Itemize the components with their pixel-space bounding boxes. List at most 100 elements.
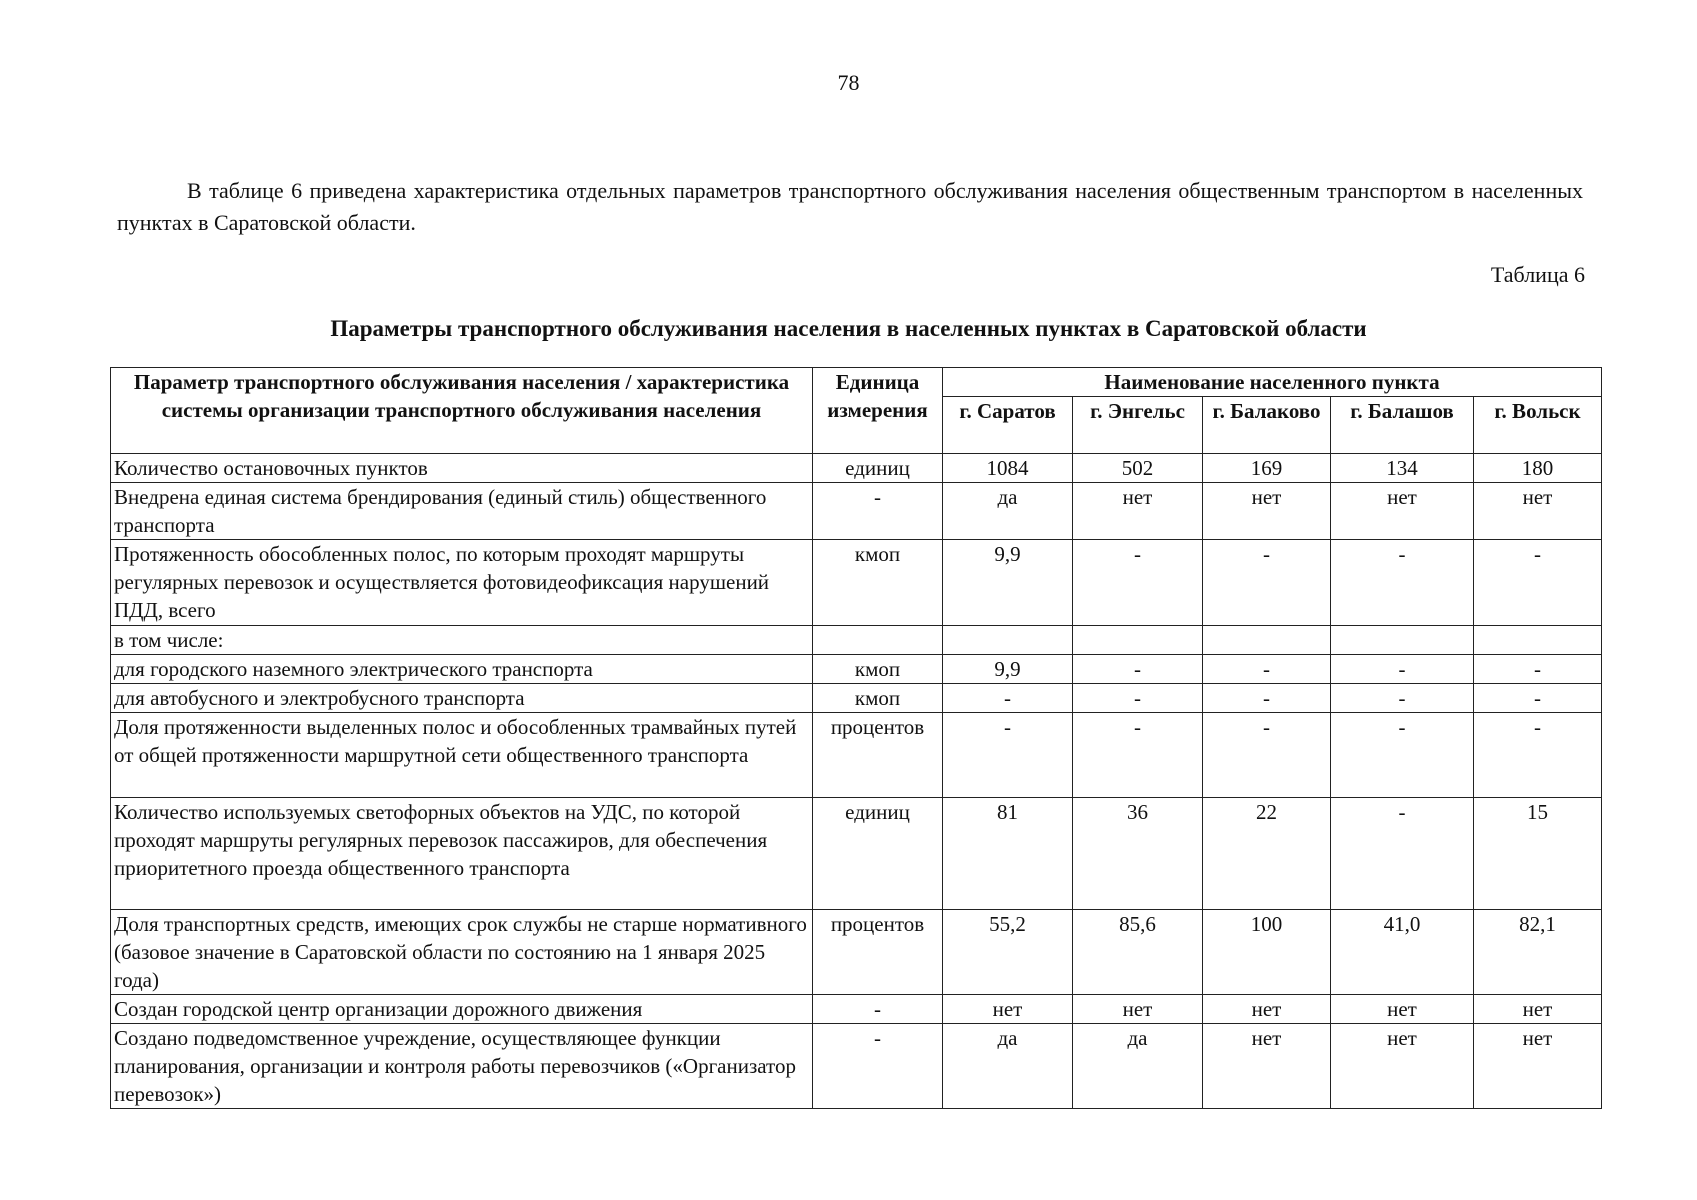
value-cell: 180 <box>1473 453 1602 483</box>
value-cell: 9,9 <box>942 539 1073 626</box>
parameter-cell: Создано подведомственное учреждение, осу… <box>110 1023 813 1109</box>
value-cell: нет <box>1473 482 1602 540</box>
value-cell: - <box>1072 712 1203 798</box>
value-cell: 22 <box>1202 797 1331 910</box>
value-cell: - <box>1072 654 1203 684</box>
intro-paragraph: В таблице 6 приведена характеристика отд… <box>117 178 1583 235</box>
value-cell: - <box>1330 683 1474 713</box>
value-cell: - <box>942 683 1073 713</box>
table-label: Таблица 6 <box>1490 262 1585 287</box>
value-cell: нет <box>1072 994 1203 1024</box>
value-cell: нет <box>1202 1023 1331 1109</box>
value-cell: - <box>1072 539 1203 626</box>
header-city: г. Балаково <box>1202 396 1331 454</box>
value-cell: да <box>942 1023 1073 1109</box>
parameter-cell: Количество используемых светофорных объе… <box>110 797 813 910</box>
value-cell: - <box>1330 712 1474 798</box>
header-settlement-group: Наименование населенного пункта <box>942 367 1602 397</box>
value-cell: 1084 <box>942 453 1073 483</box>
value-cell: - <box>1330 797 1474 910</box>
parameter-cell: Создан городской центр организации дорож… <box>110 994 813 1024</box>
value-cell: - <box>1330 654 1474 684</box>
unit-cell: кмоп <box>812 683 943 713</box>
unit-cell: кмоп <box>812 654 943 684</box>
value-cell <box>942 625 1073 655</box>
unit-cell: - <box>812 994 943 1024</box>
value-cell: 9,9 <box>942 654 1073 684</box>
value-cell: нет <box>1473 994 1602 1024</box>
table-row: Протяженность обособленных полос, по кот… <box>110 539 1697 626</box>
value-cell <box>1473 625 1602 655</box>
value-cell: 55,2 <box>942 909 1073 995</box>
value-cell: 81 <box>942 797 1073 910</box>
value-cell: 41,0 <box>1330 909 1474 995</box>
unit-cell: кмоп <box>812 539 943 626</box>
value-cell: - <box>1473 539 1602 626</box>
value-cell: - <box>1202 683 1331 713</box>
header-city: г. Балашов <box>1330 396 1474 454</box>
value-cell: 36 <box>1072 797 1203 910</box>
value-cell: нет <box>1072 482 1203 540</box>
parameter-cell: Внедрена единая система брендирования (е… <box>110 482 813 540</box>
value-cell <box>1072 625 1203 655</box>
table-title: Параметры транспортного обслуживания нас… <box>330 316 1367 341</box>
table-row: Количество используемых светофорных объе… <box>110 797 1697 910</box>
value-cell: 85,6 <box>1072 909 1203 995</box>
value-cell: - <box>942 712 1073 798</box>
table-row: для автобусного и электробусного транспо… <box>110 683 1697 713</box>
value-cell: 100 <box>1202 909 1331 995</box>
table-row: Внедрена единая система брендирования (е… <box>110 482 1697 540</box>
table-row: Количество остановочных пунктов единиц 108… <box>110 453 1697 483</box>
value-cell: нет <box>1202 482 1331 540</box>
transport-parameters-table: Параметр транспортного обслуживания насе… <box>110 367 1697 1109</box>
value-cell: - <box>1473 683 1602 713</box>
value-cell: - <box>1473 712 1602 798</box>
header-parameter: Параметр транспортного обслуживания насе… <box>110 367 813 454</box>
value-cell: нет <box>1202 994 1331 1024</box>
header-city: г. Саратов <box>942 396 1073 454</box>
table-row: Доля транспортных средств, имеющих срок … <box>110 909 1697 995</box>
table-row: Создан городской центр организации дорож… <box>110 994 1697 1024</box>
parameter-cell: Протяженность обособленных полос, по кот… <box>110 539 813 626</box>
header-city: г. Энгельс <box>1072 396 1203 454</box>
value-cell: - <box>1202 654 1331 684</box>
value-cell: 134 <box>1330 453 1474 483</box>
table-row: Создано подведомственное учреждение, осу… <box>110 1023 1697 1109</box>
value-cell: нет <box>942 994 1073 1024</box>
value-cell: 82,1 <box>1473 909 1602 995</box>
value-cell <box>1330 625 1474 655</box>
parameter-cell: Доля транспортных средств, имеющих срок … <box>110 909 813 995</box>
parameter-cell: для автобусного и электробусного транспо… <box>110 683 813 713</box>
value-cell: нет <box>1330 482 1474 540</box>
table-row: для городского наземного электрического … <box>110 654 1697 684</box>
value-cell: да <box>942 482 1073 540</box>
unit-cell: - <box>812 482 943 540</box>
value-cell: 15 <box>1473 797 1602 910</box>
parameter-cell: Доля протяженности выделенных полос и об… <box>110 712 813 798</box>
value-cell: - <box>1330 539 1474 626</box>
parameter-cell: для городского наземного электрического … <box>110 654 813 684</box>
parameter-cell: в том числе: <box>110 625 813 655</box>
value-cell: 169 <box>1202 453 1331 483</box>
table-row: Доля протяженности выделенных полос и об… <box>110 712 1697 798</box>
header-unit: Единица измерения <box>812 367 943 454</box>
value-cell: да <box>1072 1023 1203 1109</box>
parameter-cell: Количество остановочных пунктов <box>110 453 813 483</box>
value-cell: нет <box>1330 994 1474 1024</box>
unit-cell <box>812 625 943 655</box>
unit-cell: единиц <box>812 797 943 910</box>
value-cell: - <box>1202 539 1331 626</box>
value-cell: - <box>1202 712 1331 798</box>
value-cell: - <box>1473 654 1602 684</box>
value-cell: 502 <box>1072 453 1203 483</box>
value-cell: нет <box>1473 1023 1602 1109</box>
value-cell: - <box>1072 683 1203 713</box>
value-cell <box>1202 625 1331 655</box>
unit-cell: процентов <box>812 909 943 995</box>
unit-cell: - <box>812 1023 943 1109</box>
header-city: г. Вольск <box>1473 396 1602 454</box>
unit-cell: единиц <box>812 453 943 483</box>
value-cell: нет <box>1330 1023 1474 1109</box>
table-row: в том числе: <box>110 625 1697 655</box>
unit-cell: процентов <box>812 712 943 798</box>
